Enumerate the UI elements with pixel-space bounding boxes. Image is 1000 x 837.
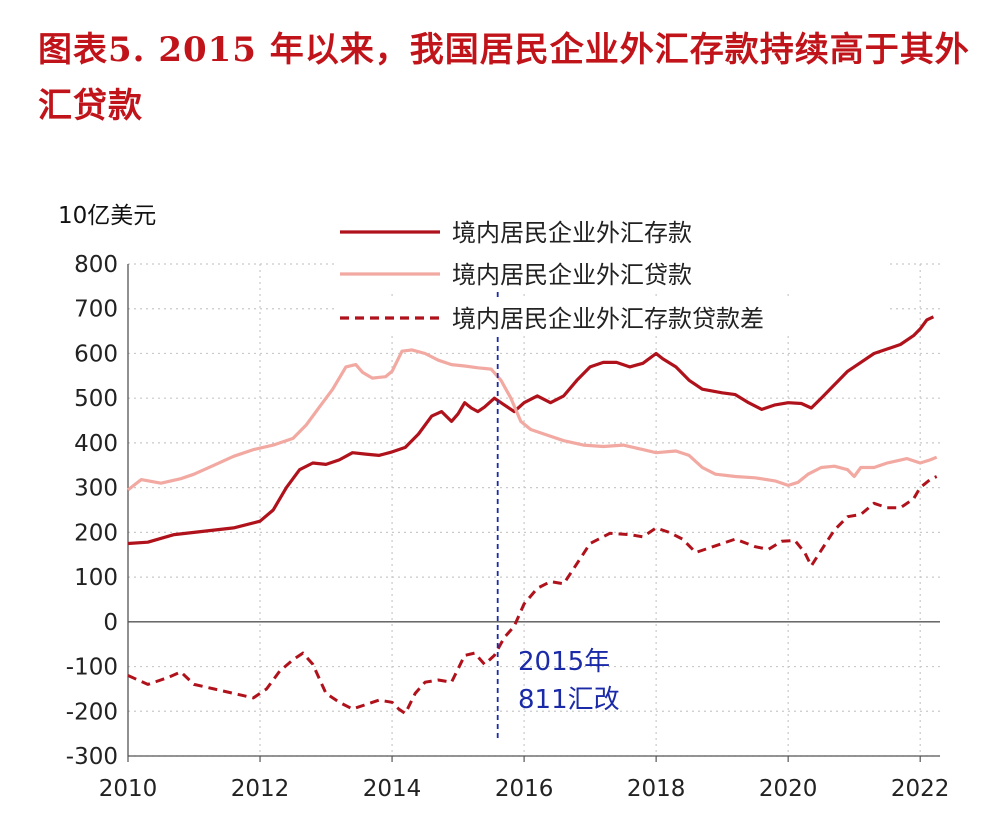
series-line-1 (127, 315, 935, 546)
legend-bg (334, 298, 886, 336)
x-tick-label: 2018 (627, 776, 686, 802)
y-tick-label: 600 (74, 341, 118, 367)
y-tick-label: -100 (66, 655, 118, 681)
x-tick-label: 2014 (363, 776, 422, 802)
series-line-3 (127, 475, 938, 715)
x-tick-labels: 2010 2012 2014 2016 2018 2020 2022 (99, 776, 950, 802)
legend-label-2: 境内居民企业外汇贷款 (452, 261, 692, 289)
y-tick-label: -300 (66, 744, 118, 770)
x-tick-label: 2010 (99, 776, 158, 802)
annotation-line-1: 2015年 (518, 647, 610, 677)
x-tick-label: 2022 (891, 776, 950, 802)
legend-label-3: 境内居民企业外汇存款贷款差 (452, 305, 764, 333)
y-tick-label: 100 (74, 565, 118, 591)
y-tick-label: 700 (74, 297, 118, 323)
grid-lines (128, 263, 940, 757)
x-tick-label: 2012 (231, 776, 290, 802)
x-tick-label: 2016 (495, 776, 554, 802)
annotation: 2015年 811汇改 (518, 647, 620, 715)
y-tick-label: 500 (74, 386, 118, 412)
x-tick-label: 2020 (759, 776, 818, 802)
annotation-line-2: 811汇改 (518, 685, 620, 715)
y-tick-label: 800 (74, 252, 118, 278)
chart-title: 图表5. 2015 年以来，我国居民企业外汇存款持续高于其外汇贷款 (38, 30, 970, 126)
y-tick-label: 0 (103, 610, 118, 636)
series-line-2 (127, 348, 938, 492)
y-tick-label: 200 (74, 520, 118, 546)
legend-label-1: 境内居民企业外汇存款 (452, 219, 692, 247)
y-tick-label: 300 (74, 476, 118, 502)
axes (127, 264, 940, 762)
series-lines (127, 315, 938, 715)
y-tick-labels: 800 700 600 500 400 300 200 100 0 -100 -200 -300 (66, 252, 118, 770)
y-axis-unit-label: 10亿美元 (58, 203, 157, 229)
y-tick-label: -200 (66, 699, 118, 725)
y-tick-label: 400 (74, 431, 118, 457)
